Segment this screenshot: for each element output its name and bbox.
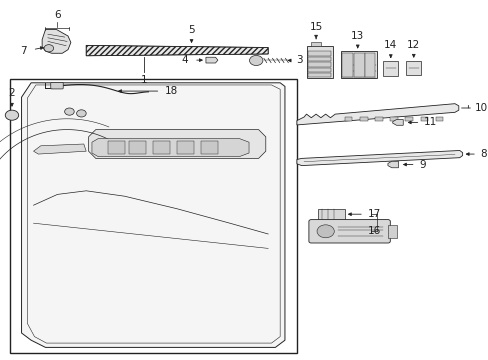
Text: 12: 12	[407, 40, 420, 50]
Text: 5: 5	[188, 25, 195, 35]
Text: 7: 7	[20, 46, 26, 56]
Circle shape	[316, 225, 334, 238]
Polygon shape	[21, 83, 285, 347]
Polygon shape	[42, 30, 71, 53]
Text: 4: 4	[181, 55, 188, 65]
FancyBboxPatch shape	[311, 42, 320, 46]
FancyBboxPatch shape	[354, 53, 364, 77]
Text: 2: 2	[9, 88, 15, 98]
Polygon shape	[296, 150, 462, 166]
FancyBboxPatch shape	[307, 57, 331, 61]
FancyBboxPatch shape	[308, 220, 389, 243]
FancyBboxPatch shape	[306, 46, 332, 78]
Text: 14: 14	[384, 40, 397, 50]
Polygon shape	[92, 139, 248, 157]
FancyBboxPatch shape	[420, 117, 427, 121]
FancyBboxPatch shape	[307, 62, 331, 67]
FancyBboxPatch shape	[359, 117, 367, 121]
Circle shape	[5, 110, 19, 120]
Text: 17: 17	[367, 209, 380, 219]
FancyBboxPatch shape	[364, 53, 375, 77]
FancyBboxPatch shape	[51, 82, 63, 89]
Text: 16: 16	[367, 226, 380, 236]
Polygon shape	[387, 161, 398, 168]
Polygon shape	[88, 130, 265, 158]
FancyBboxPatch shape	[342, 53, 352, 77]
Polygon shape	[296, 104, 458, 125]
Polygon shape	[34, 144, 86, 154]
Polygon shape	[392, 120, 403, 125]
Text: 6: 6	[54, 10, 61, 20]
Circle shape	[64, 108, 74, 115]
FancyBboxPatch shape	[307, 73, 331, 77]
Text: 18: 18	[165, 86, 178, 96]
FancyBboxPatch shape	[153, 141, 170, 154]
FancyBboxPatch shape	[435, 117, 443, 121]
FancyBboxPatch shape	[382, 61, 398, 76]
FancyBboxPatch shape	[344, 117, 352, 121]
FancyBboxPatch shape	[201, 141, 218, 154]
Text: 9: 9	[418, 159, 425, 170]
FancyBboxPatch shape	[177, 141, 194, 154]
Text: 8: 8	[479, 149, 486, 159]
FancyBboxPatch shape	[318, 209, 344, 220]
Circle shape	[44, 45, 54, 52]
Polygon shape	[205, 57, 218, 63]
FancyBboxPatch shape	[374, 117, 382, 121]
FancyBboxPatch shape	[389, 117, 397, 121]
Text: 10: 10	[474, 103, 487, 113]
Text: 3: 3	[295, 55, 302, 66]
FancyBboxPatch shape	[340, 51, 376, 78]
FancyBboxPatch shape	[307, 51, 331, 56]
FancyBboxPatch shape	[387, 225, 397, 238]
FancyBboxPatch shape	[307, 68, 331, 72]
Text: 13: 13	[350, 31, 364, 41]
FancyBboxPatch shape	[405, 117, 412, 121]
FancyBboxPatch shape	[129, 141, 146, 154]
Circle shape	[77, 110, 86, 117]
FancyBboxPatch shape	[405, 61, 421, 75]
Text: 15: 15	[309, 22, 322, 32]
Circle shape	[249, 55, 263, 66]
Text: 1: 1	[140, 75, 147, 85]
Text: 11: 11	[423, 117, 436, 127]
Polygon shape	[86, 45, 267, 56]
FancyBboxPatch shape	[107, 141, 124, 154]
